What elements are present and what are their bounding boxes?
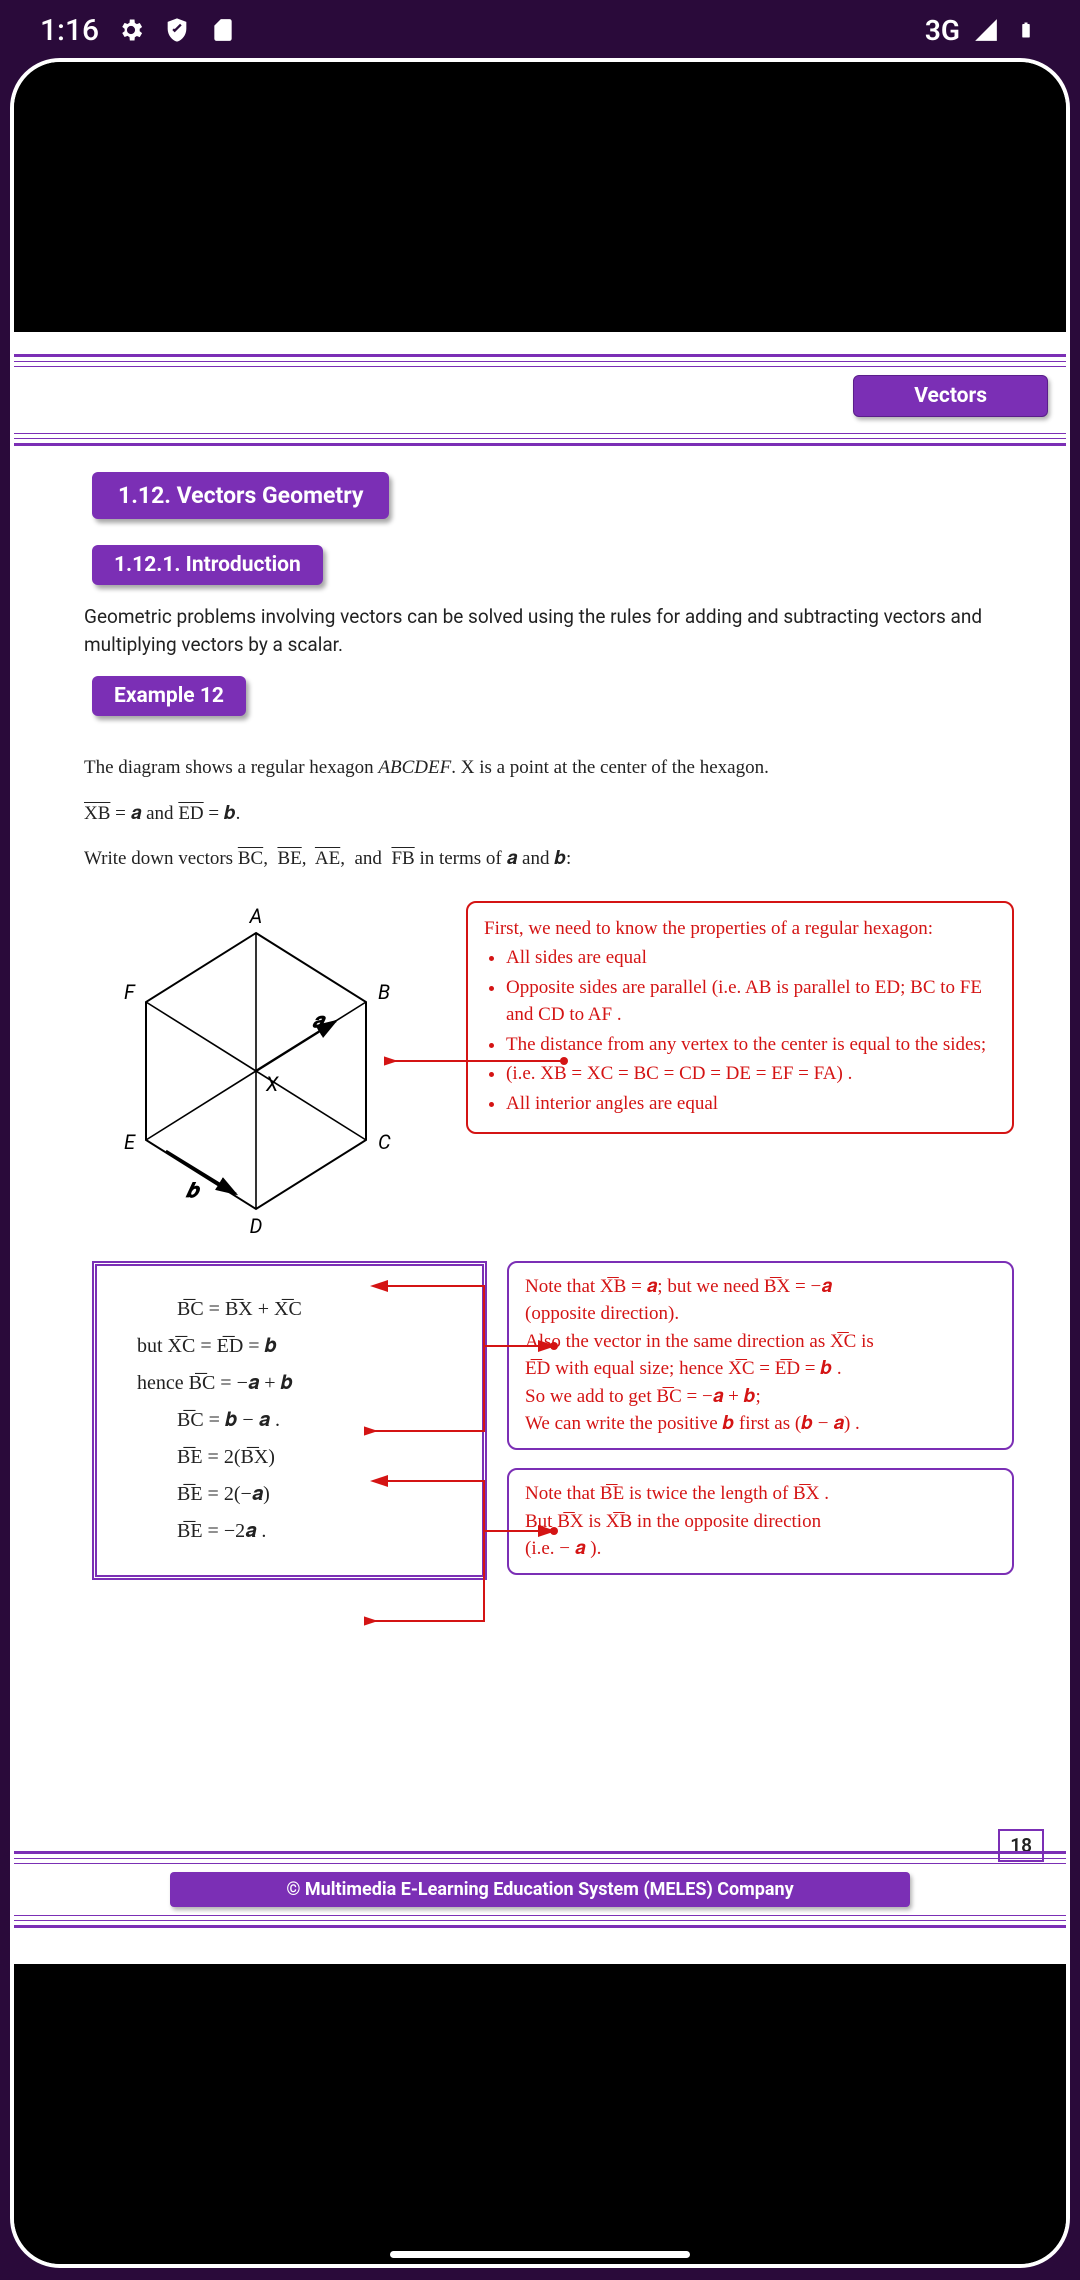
vec: BC <box>238 848 263 869</box>
home-indicator[interactable] <box>390 2251 690 2258</box>
work-line: B͞C = 𝒃 − 𝒂 . <box>127 1409 452 1432</box>
note-line: We can write the positive 𝒃 first as (𝒃 … <box>525 1410 996 1438</box>
work-line: B͞C = B͞X + X͞C <box>127 1298 452 1321</box>
note-item: Opposite sides are parallel (i.e. AB is … <box>506 974 996 1029</box>
note-line: (i.e. − 𝒂 ). <box>525 1535 996 1563</box>
svg-text:B: B <box>378 980 390 1004</box>
vec-ed: ED <box>178 803 203 824</box>
work-line: B͞E = 2(B͞X) <box>127 1446 452 1469</box>
svg-text:F: F <box>124 980 136 1004</box>
chapter-pill: Vectors <box>853 375 1048 417</box>
svg-text:E: E <box>124 1130 136 1154</box>
rule-2 <box>14 433 1066 446</box>
hexagon-diagram: A B C D E F X 𝒂 𝒃 <box>66 891 446 1251</box>
text: The diagram shows a regular hexagon <box>84 757 378 778</box>
letterbox-bottom <box>14 1964 1066 2264</box>
work-line: B͞E = 2(−𝒂) <box>127 1483 452 1506</box>
signal-icon <box>972 16 1000 44</box>
work-line: but X͞C = E͞D = 𝒃 <box>127 1335 452 1358</box>
text: . X is a point at the center of the hexa… <box>451 757 769 778</box>
letterbox-top <box>14 62 1066 332</box>
status-network: 3G <box>925 14 960 47</box>
vec: FB <box>391 848 414 869</box>
work-line: B͞E = −2𝒂 . <box>127 1520 452 1543</box>
svg-text:A: A <box>249 904 263 928</box>
note-item: (i.e. XB = XC = BC = CD = DE = EF = FA) … <box>506 1060 996 1088</box>
shield-icon <box>163 16 191 44</box>
note-line: (opposite direction). <box>525 1300 996 1328</box>
note-item: All interior angles are equal <box>506 1090 996 1118</box>
note-line: Note that B͞E is twice the length of B͞X… <box>525 1480 996 1508</box>
given-line: XB = 𝒂 and ED = 𝒃. <box>84 800 996 828</box>
example-line-1: The diagram shows a regular hexagon ABCD… <box>84 754 996 782</box>
write-line: Write down vectors BC, BE, AE, and FB in… <box>84 845 996 873</box>
intro-text: Geometric problems involving vectors can… <box>84 603 996 658</box>
note-item: All sides are equal <box>506 944 996 972</box>
phone-frame: 1:16 3G <box>0 0 1080 2280</box>
svg-text:D: D <box>250 1214 263 1238</box>
note-line: But B͞X is X͞B in the opposite direction <box>525 1508 996 1536</box>
note-line: Also the vector in the same direction as… <box>525 1328 996 1356</box>
work-line: hence B͞C = −𝒂 + 𝒃 <box>127 1372 452 1395</box>
gear-icon <box>117 16 145 44</box>
battery-icon <box>1012 16 1040 44</box>
status-time: 1:16 <box>40 13 99 48</box>
vec-xb: XB <box>84 803 110 824</box>
footer-text: © Multimedia E-Learning Education System… <box>170 1872 910 1907</box>
note-box-1: Note that X͞B = 𝒂; but we need B͞X = −𝒂 … <box>507 1261 1014 1450</box>
sd-card-icon <box>209 16 237 44</box>
note-line: So we add to get B͞C = −𝒂 + 𝒃; <box>525 1383 996 1411</box>
svg-text:C: C <box>378 1130 391 1154</box>
status-bar: 1:16 3G <box>0 0 1080 60</box>
top-rule <box>14 354 1066 367</box>
note-item: The distance from any vertex to the cent… <box>506 1031 996 1059</box>
note-intro: First, we need to know the properties of… <box>484 915 996 943</box>
properties-note: First, we need to know the properties of… <box>466 901 1014 1134</box>
example-heading: Example 12 <box>92 676 246 716</box>
working-box: B͞C = B͞X + X͞C but X͞C = E͞D = 𝒃 hence … <box>92 1261 487 1580</box>
hexagon-name: ABCDEF <box>378 757 451 778</box>
page-footer: © Multimedia E-Learning Education System… <box>14 1843 1066 1936</box>
screen-area: Vectors 1.12. Vectors Geometry 1.12.1. I… <box>10 58 1070 2268</box>
text: = 𝒂 and <box>110 803 178 824</box>
text: = 𝒃. <box>204 803 241 824</box>
svg-text:𝒃: 𝒃 <box>185 1178 201 1202</box>
note-line: E͞D with equal size; hence X͞C = E͞D = 𝒃… <box>525 1355 996 1383</box>
subsection-heading: 1.12.1. Introduction <box>92 545 323 585</box>
note-box-2: Note that B͞E is twice the length of B͞X… <box>507 1468 1014 1575</box>
note-line: Note that X͞B = 𝒂; but we need B͞X = −𝒂 <box>525 1273 996 1301</box>
document-page[interactable]: Vectors 1.12. Vectors Geometry 1.12.1. I… <box>14 332 1066 1964</box>
text: Write down vectors <box>84 848 238 869</box>
svg-text:X: X <box>265 1072 279 1096</box>
vec: BE <box>277 848 301 869</box>
section-heading: 1.12. Vectors Geometry <box>92 472 389 519</box>
text: in terms of 𝒂 and 𝒃: <box>419 848 571 869</box>
vec: AE <box>315 848 340 869</box>
